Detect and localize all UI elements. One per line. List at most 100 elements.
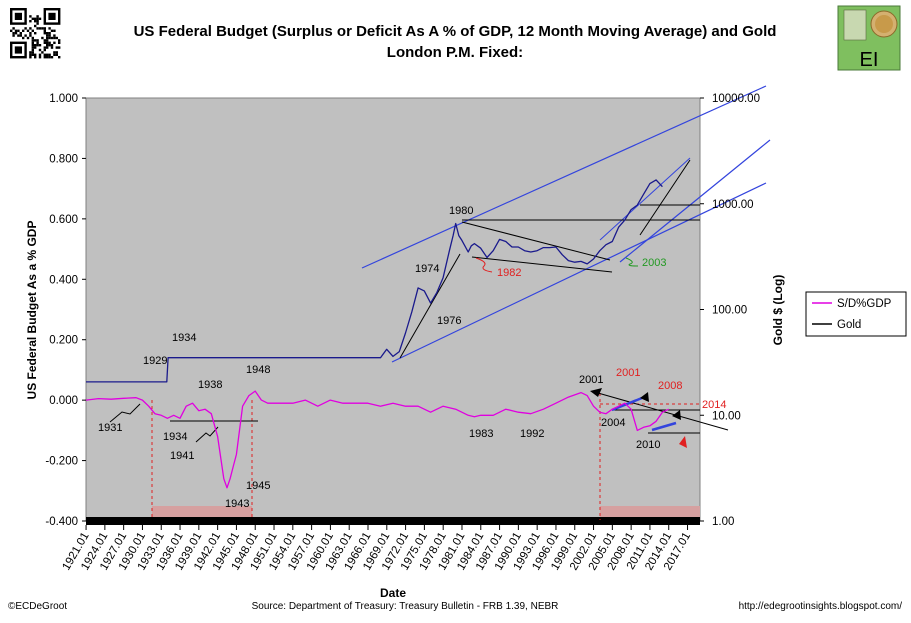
- qr-module: [31, 36, 34, 40]
- ann-2008: 2008: [658, 380, 682, 392]
- qr-module: [43, 48, 46, 52]
- qr-module: [43, 41, 46, 44]
- chart-title: US Federal Budget (Surplus or Deficit As…: [134, 23, 777, 40]
- ann-1945: 1945: [246, 480, 270, 492]
- qr-module: [48, 27, 51, 30]
- y2-tick-label: 100.00: [712, 305, 747, 317]
- qr-module: [53, 53, 56, 56]
- y2-tick-label: 1000.00: [712, 199, 754, 211]
- qr-module: [12, 32, 15, 35]
- triangle-top: [461, 221, 611, 261]
- qr-module: [38, 48, 42, 52]
- qr-module: [31, 39, 34, 42]
- footer-copyright: ©ECDeGroot: [8, 601, 67, 612]
- qr-module: [50, 56, 54, 59]
- qr-module: [34, 53, 37, 56]
- qr-module: [24, 27, 27, 30]
- qr-module: [46, 53, 49, 56]
- qr-module: [22, 36, 25, 40]
- qr-module: [38, 53, 42, 56]
- ann-1948: 1948: [246, 364, 270, 376]
- shade-2001: [600, 506, 700, 520]
- arrow-2008: [640, 392, 649, 402]
- qr-module: [36, 41, 39, 44]
- ann-1929: 1929: [143, 355, 167, 367]
- axis-bar: [86, 517, 700, 525]
- trend-blue-2010: [651, 421, 677, 432]
- y2-axis-title: Gold $ (Log): [771, 275, 785, 346]
- qr-module: [55, 36, 58, 40]
- qr-module: [41, 27, 44, 30]
- qr-module: [48, 53, 51, 56]
- qr-module: [29, 56, 32, 59]
- trend-mid-channel: [619, 139, 771, 263]
- ann-2004: 2004: [601, 417, 625, 429]
- qr-module: [43, 29, 46, 32]
- ann-1941: 1941: [170, 450, 194, 462]
- qr-module: [53, 34, 56, 37]
- ann-1983: 1983: [469, 428, 493, 440]
- qr-module: [34, 44, 37, 47]
- qr-module: [22, 29, 25, 32]
- ann-1931: 1931: [98, 422, 122, 434]
- squiggle-1941: [195, 426, 219, 443]
- qr-module: [29, 51, 32, 54]
- qr-module: [48, 56, 51, 59]
- qr-module: [26, 36, 30, 40]
- qr-module: [29, 27, 32, 30]
- qr-module: [12, 27, 15, 30]
- qr-module: [53, 51, 56, 54]
- qr-module: [34, 39, 37, 42]
- qr-module: [31, 17, 34, 20]
- x-axis-title: Date: [380, 586, 406, 600]
- legend-label-gold: Gold: [837, 319, 861, 331]
- qr-module: [31, 51, 34, 54]
- chart-subtitle: London P.M. Fixed:: [387, 44, 523, 61]
- trend-upper-channel: [361, 85, 767, 269]
- qr-module: [46, 34, 49, 37]
- qr-module: [34, 20, 37, 23]
- qr-module: [48, 41, 51, 44]
- qr-module: [38, 44, 42, 47]
- qr-module: [46, 36, 49, 40]
- qr-module: [43, 53, 46, 56]
- ann-1934-sd: 1934: [163, 431, 187, 443]
- qr-module: [43, 46, 46, 49]
- trend-steep-1: [599, 157, 691, 241]
- qr-module: [36, 39, 39, 42]
- red-marker-2014: [679, 436, 687, 448]
- triangle-bottom: [471, 256, 613, 273]
- ann-1980: 1980: [449, 205, 473, 217]
- qr-module: [43, 32, 46, 35]
- squiggle-1931: [109, 403, 141, 423]
- ann-1934-gold: 1934: [172, 332, 196, 344]
- qr-module: [17, 29, 20, 32]
- logo: EI: [837, 5, 901, 71]
- qr-module: [43, 39, 46, 42]
- qr-module: [29, 20, 32, 23]
- ann-2003: 2003: [642, 257, 666, 269]
- qr-module: [53, 36, 56, 40]
- qr-module: [10, 29, 13, 32]
- trend-steep-2: [639, 159, 691, 236]
- y-tick-label: 0.600: [49, 214, 78, 226]
- footer-source: Source: Department of Treasury: Treasury…: [252, 601, 559, 612]
- qr-module: [29, 53, 32, 56]
- hook-2003: [625, 257, 639, 267]
- qr-module: [46, 32, 49, 35]
- legend-box: [805, 291, 907, 337]
- arrow-2001: [590, 388, 602, 397]
- ann-1976: 1976: [437, 315, 461, 327]
- qr-module: [24, 34, 27, 37]
- qr-module: [41, 51, 44, 54]
- qr-code: [9, 7, 62, 60]
- series-line-s-d-gdp: [85, 390, 669, 489]
- qr-module: [31, 53, 34, 56]
- y-tick-label: -0.200: [45, 456, 78, 468]
- ann-1992: 1992: [520, 428, 544, 440]
- qr-module: [48, 32, 51, 35]
- trend-lines: [109, 85, 771, 448]
- qr-module: [46, 46, 49, 49]
- trend-blue-2008: [611, 396, 643, 412]
